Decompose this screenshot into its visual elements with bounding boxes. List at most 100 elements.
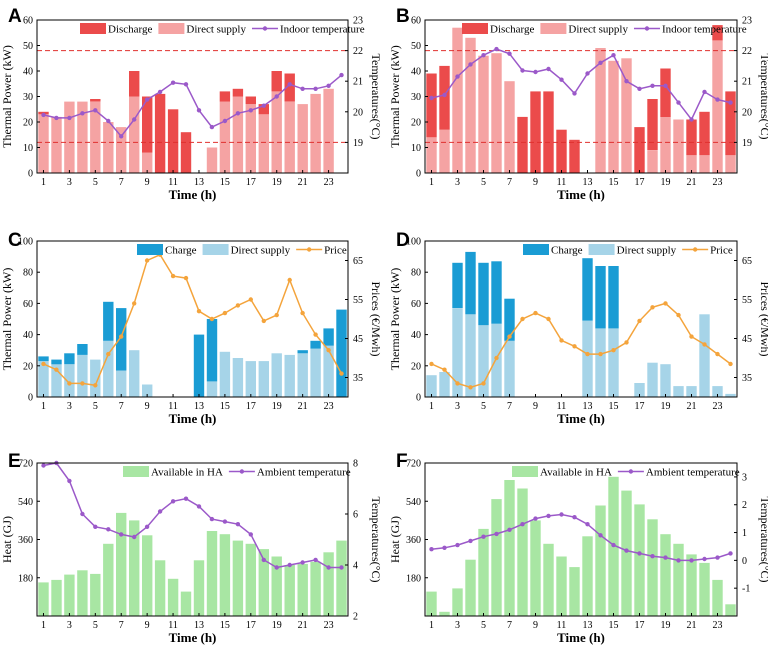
bar <box>660 364 671 397</box>
x-tick-label: 17 <box>635 177 645 188</box>
bar <box>725 155 736 173</box>
bar <box>284 354 295 397</box>
data-point <box>80 111 85 116</box>
x-tick-label: 9 <box>145 177 150 188</box>
data-point <box>326 83 331 89</box>
x-axis-label: Time (h) <box>169 630 217 645</box>
data-point <box>598 533 603 538</box>
data-point <box>442 545 447 550</box>
bar <box>452 262 463 308</box>
legend-label: Direct supply <box>186 24 246 36</box>
data-point <box>80 511 85 517</box>
data-point <box>702 89 707 95</box>
x-tick-label: 7 <box>507 177 512 188</box>
bar <box>556 556 567 616</box>
data-point <box>287 82 292 87</box>
data-point <box>209 124 215 130</box>
x-tick-label: 1 <box>41 401 46 412</box>
series-line <box>43 74 342 138</box>
panel-b: B1 3 5 7 9 11 13 15 17 19 21 2301020304050601920212… <box>388 6 768 202</box>
bar <box>426 73 437 138</box>
x-tick-label: 15 <box>609 620 619 631</box>
bar <box>660 116 671 173</box>
legend-label: Direct supply <box>568 24 628 36</box>
bar <box>517 488 528 616</box>
x-tick-label: 19 <box>272 620 282 631</box>
y-tick-label: 10 <box>23 143 33 154</box>
data-point <box>132 117 137 122</box>
y2-tick-label: 21 <box>353 77 363 88</box>
data-point <box>559 338 564 343</box>
data-point <box>235 111 241 116</box>
bar <box>439 372 450 397</box>
data-point <box>611 348 616 353</box>
bar <box>426 137 437 173</box>
bar <box>478 528 489 616</box>
data-point <box>728 551 733 556</box>
bar <box>530 520 541 616</box>
data-point <box>663 301 668 306</box>
y2-tick-label: 65 <box>742 256 752 267</box>
bar <box>180 591 192 616</box>
bar <box>686 386 697 397</box>
y2-axis-label: Temperatures(°C) <box>369 54 383 140</box>
bar <box>245 104 256 173</box>
bar <box>543 543 554 617</box>
bar <box>129 96 140 173</box>
legend-swatch <box>512 466 538 477</box>
bar <box>64 353 75 365</box>
bar <box>219 351 231 397</box>
x-tick-label: 9 <box>145 620 150 631</box>
bar <box>51 364 62 397</box>
y-axis-label: Heat (GJ) <box>388 516 402 563</box>
y-tick-label: 50 <box>411 41 421 52</box>
bar <box>323 552 334 617</box>
legend-swatch <box>137 244 163 255</box>
data-point <box>520 522 525 527</box>
y-tick-label: 80 <box>411 268 421 279</box>
data-point <box>546 316 551 322</box>
bar <box>38 114 49 173</box>
bar <box>673 543 684 617</box>
data-point <box>494 46 499 52</box>
bar <box>193 560 205 616</box>
legend-marker <box>628 469 634 474</box>
y2-tick-label: 35 <box>742 373 752 384</box>
x-tick-label: 5 <box>481 177 486 188</box>
x-tick-label: 11 <box>557 177 567 188</box>
y2-tick-label: -1 <box>742 584 750 595</box>
data-point <box>429 547 434 552</box>
bar <box>569 139 580 173</box>
bar <box>595 505 606 616</box>
x-tick-label: 7 <box>119 620 124 631</box>
y-tick-label: 540 <box>406 497 421 508</box>
x-axis-label: Time (h) <box>557 411 605 426</box>
bar <box>608 328 619 397</box>
y2-tick-label: 0 <box>742 556 747 567</box>
legend-label: Discharge <box>490 24 535 36</box>
bar <box>103 122 114 173</box>
bar <box>336 309 347 397</box>
bar <box>90 573 101 616</box>
legend-swatch <box>158 23 185 34</box>
y-axis-label: Thermal Power (kW) <box>388 268 402 371</box>
data-point <box>144 258 150 263</box>
line-series-indoor-temperature <box>429 46 733 122</box>
panel-c: C1 3 5 7 9 11 13 15 17 19 21 2302040608010035455565… <box>0 230 383 426</box>
series-line <box>431 513 731 562</box>
legend-marker <box>644 26 650 31</box>
data-point <box>300 86 305 92</box>
bar <box>491 499 502 616</box>
legend-label: Direct supply <box>231 245 291 257</box>
bar <box>64 574 75 616</box>
bar <box>712 40 723 174</box>
y-tick-label: 40 <box>23 330 33 341</box>
data-point <box>170 273 176 279</box>
bar <box>77 570 88 616</box>
x-tick-label: 23 <box>713 620 723 631</box>
bar <box>284 565 295 616</box>
y2-tick-label: 8 <box>353 459 358 470</box>
bar <box>634 383 645 397</box>
legend-swatch <box>80 23 106 34</box>
data-point <box>106 118 111 124</box>
